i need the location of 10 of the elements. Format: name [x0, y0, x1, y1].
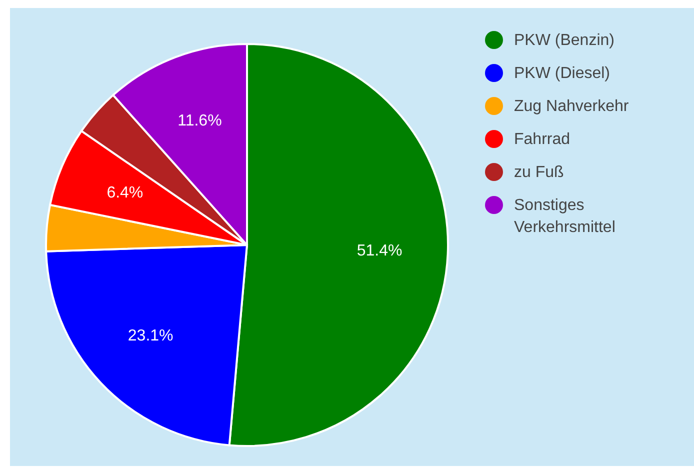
legend-label: zu Fuß [514, 163, 565, 183]
legend-label: Zug Nahverkehr [514, 97, 630, 117]
legend-label: PKW (Benzin) [514, 31, 616, 51]
legend-label: Sonstiges Verkehrsmittel [514, 196, 616, 238]
legend-label: Fahrrad [514, 130, 572, 150]
data-label: 6.4% [106, 184, 144, 202]
data-label: 11.6% [178, 112, 222, 130]
data-label: 23.1% [128, 328, 174, 345]
data-label: 51.4% [356, 242, 402, 260]
legend-label: PKW (Diesel) [514, 64, 612, 84]
